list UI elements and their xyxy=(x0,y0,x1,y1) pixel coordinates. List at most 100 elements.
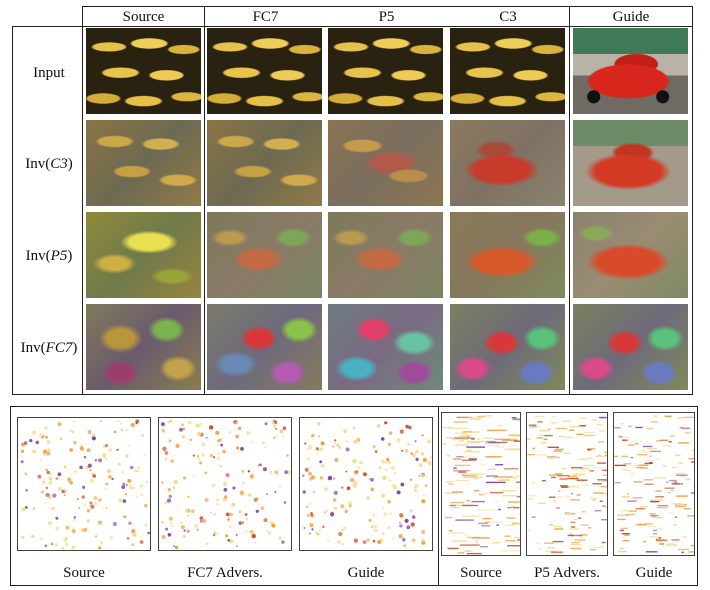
activation-dot xyxy=(378,466,382,469)
activation-dot xyxy=(286,454,289,457)
activation-dot xyxy=(185,508,189,512)
activation-dot xyxy=(255,509,259,513)
activation-dot xyxy=(381,459,385,464)
activation-dot xyxy=(92,474,96,478)
activation-stripe xyxy=(527,529,531,532)
activation-dot xyxy=(334,458,339,462)
activation-dot xyxy=(308,471,313,476)
activation-dot xyxy=(40,537,43,541)
activation-stripe xyxy=(547,428,551,430)
activation-dot xyxy=(167,533,172,537)
activation-dot xyxy=(42,452,46,456)
activation-dot xyxy=(162,446,167,451)
row-header-inv-c3: Inv(C3) xyxy=(12,154,86,174)
activation-dot xyxy=(204,471,208,475)
activation-stripe xyxy=(505,540,516,542)
activation-stripe xyxy=(642,445,653,448)
activation-stripe xyxy=(498,424,502,427)
activation-stripe xyxy=(666,481,669,483)
activation-dot xyxy=(199,519,203,523)
activation-stripe xyxy=(514,536,520,539)
activation-stripe xyxy=(584,464,595,467)
activation-stripe xyxy=(688,458,694,460)
activation-stripe xyxy=(545,550,557,552)
activation-dot xyxy=(73,440,77,445)
activation-stripe xyxy=(662,465,667,467)
activation-dot xyxy=(311,528,314,531)
activation-stripe xyxy=(664,487,675,489)
activation-stripe xyxy=(583,434,596,437)
activation-dot xyxy=(216,456,221,461)
activation-dot xyxy=(21,449,25,453)
activation-dot xyxy=(67,477,72,482)
activation-stripe xyxy=(589,470,595,472)
activation-dot xyxy=(303,527,306,529)
activation-dot xyxy=(65,525,70,530)
activation-dot xyxy=(123,515,127,519)
activation-stripe xyxy=(551,476,556,479)
activation-dot xyxy=(175,443,180,448)
activation-dot xyxy=(380,437,385,441)
activation-dot xyxy=(415,457,419,461)
activation-stripe xyxy=(679,426,683,429)
activation-dot xyxy=(94,502,98,506)
image-cell-r1-guide xyxy=(573,120,688,206)
activation-dot xyxy=(352,483,358,488)
activation-dot xyxy=(220,443,223,447)
activation-dot xyxy=(104,487,107,490)
activation-stripe xyxy=(576,479,588,481)
activation-dot xyxy=(183,529,186,532)
activation-stripe xyxy=(686,479,691,481)
activation-dot xyxy=(401,449,404,452)
activation-dot xyxy=(348,504,352,508)
activation-stripe xyxy=(619,423,625,425)
activation-stripe xyxy=(512,435,520,437)
activation-dot xyxy=(396,490,401,495)
activation-dot xyxy=(235,434,239,439)
activation-dot xyxy=(306,514,310,517)
activation-stripe xyxy=(653,415,658,417)
activation-dot xyxy=(180,521,183,525)
activation-stripe xyxy=(637,454,648,456)
activation-dot xyxy=(396,437,401,443)
label-fc7-advers: FC7 Advers. xyxy=(187,565,263,581)
activation-stripe xyxy=(504,524,516,526)
activation-dot xyxy=(326,539,330,543)
activation-dot xyxy=(118,498,123,503)
activation-dot xyxy=(93,496,98,500)
activation-dot xyxy=(46,470,50,475)
activation-stripe xyxy=(628,510,637,512)
activation-dot xyxy=(306,505,309,508)
activation-dot xyxy=(131,486,135,490)
activation-stripe xyxy=(469,473,480,475)
activation-stripe xyxy=(654,458,661,460)
activation-dot xyxy=(35,440,40,444)
activation-dot xyxy=(44,426,48,430)
activation-dot xyxy=(374,529,378,533)
activation-dot xyxy=(71,545,76,550)
activation-stripe xyxy=(593,492,604,494)
activation-dot xyxy=(338,531,343,537)
activation-stripe xyxy=(625,513,635,516)
activation-stripe xyxy=(486,444,501,447)
activation-dot xyxy=(73,420,76,423)
activation-stripe xyxy=(586,457,592,459)
activation-dot xyxy=(327,475,333,481)
activation-stripe xyxy=(649,513,656,515)
activation-dot xyxy=(336,443,339,446)
activation-stripe xyxy=(527,454,535,456)
activation-stripe xyxy=(597,454,601,456)
activation-dot xyxy=(63,537,68,542)
activation-dot xyxy=(165,527,169,531)
activation-dot xyxy=(413,488,417,492)
activation-stripe xyxy=(619,529,624,532)
activation-dot xyxy=(227,516,230,520)
row-header-suffix: ) xyxy=(72,340,78,356)
activation-stripe xyxy=(655,539,668,541)
activation-dot xyxy=(284,470,288,475)
activation-stripe xyxy=(573,518,578,521)
image-cell-r1-p5 xyxy=(328,120,443,206)
activation-dot xyxy=(25,489,28,492)
activation-dot xyxy=(116,448,119,451)
activation-dot xyxy=(246,431,251,436)
